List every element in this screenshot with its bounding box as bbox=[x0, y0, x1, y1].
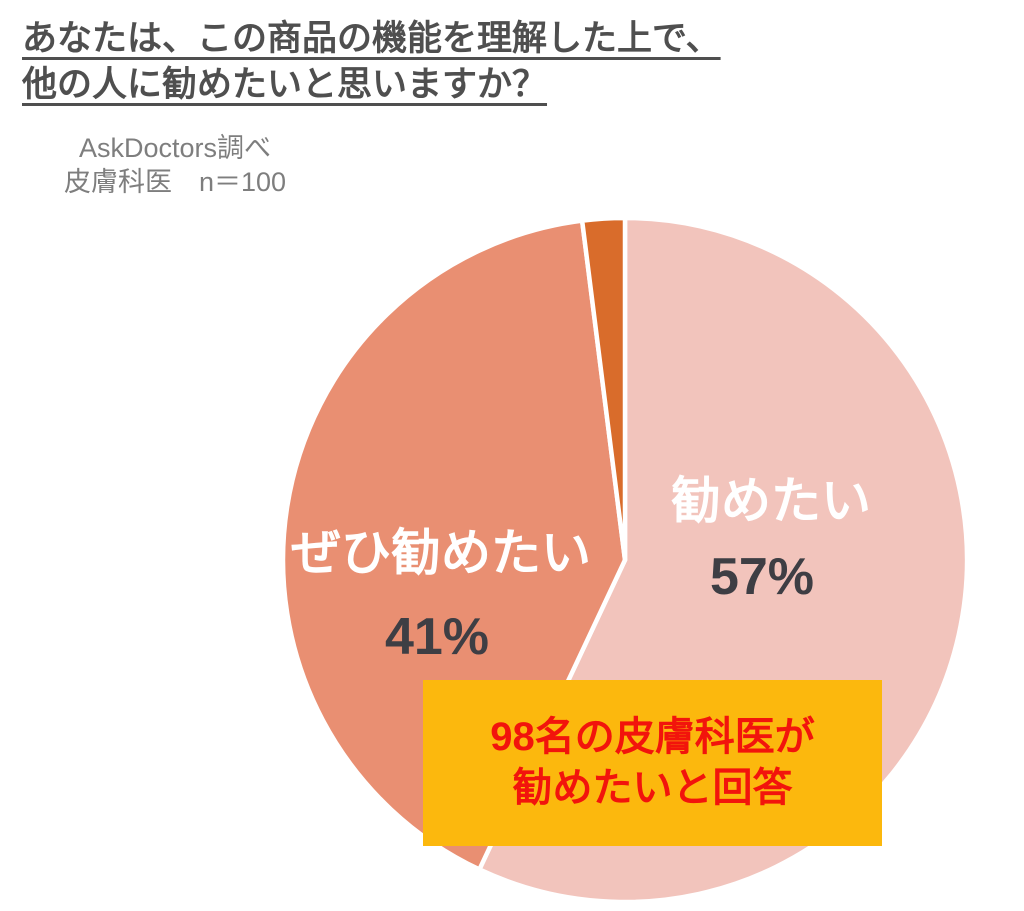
page-title: あなたは、この商品の機能を理解した上で、 他の人に勧めたいと思いますか？ bbox=[22, 16, 721, 108]
slice-pct-strongly-recommend: 41% bbox=[384, 608, 490, 666]
source-line-2: 皮膚科医 n＝100 bbox=[63, 167, 287, 197]
annotation-line-2: 勧めたいと回答 bbox=[512, 766, 793, 810]
annotation-line-1: 98名の皮膚科医が bbox=[490, 715, 815, 759]
source-line-1: AskDoctors調べ bbox=[78, 133, 272, 163]
slice-label-recommend: 勧めたい bbox=[671, 473, 871, 529]
pie-slice-2 bbox=[579, 215, 628, 563]
slice-pct-recommend: 57% bbox=[709, 548, 815, 606]
annotation-callout: 98名の皮膚科医が 勧めたいと回答 bbox=[423, 680, 882, 846]
title-line-1: あなたは、この商品の機能を理解した上で、 bbox=[22, 19, 721, 58]
title-line-2: 他の人に勧めたいと思いますか？ bbox=[22, 65, 548, 104]
slice-label-strongly-recommend: ぜひ勧めたい bbox=[291, 525, 591, 581]
survey-source-note: AskDoctors調べ 皮膚科医 n＝100 bbox=[30, 131, 320, 199]
